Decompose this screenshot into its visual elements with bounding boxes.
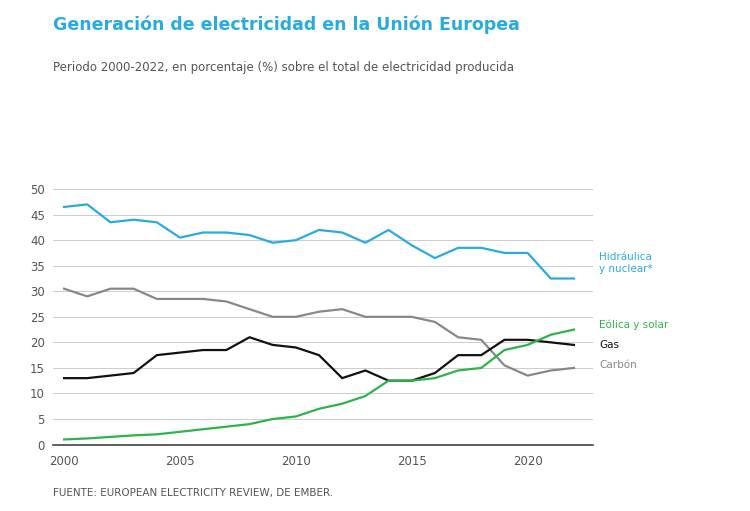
Text: Eólica y solar: Eólica y solar [599,319,669,330]
Text: Generación de electricidad en la Unión Europea: Generación de electricidad en la Unión E… [53,15,519,34]
Text: Gas: Gas [599,340,619,350]
Text: Carbón: Carbón [599,360,638,370]
Text: Periodo 2000-2022, en porcentaje (%) sobre el total de electricidad producida: Periodo 2000-2022, en porcentaje (%) sob… [53,61,514,74]
Text: FUENTE: EUROPEAN ELECTRICITY REVIEW, DE EMBER.: FUENTE: EUROPEAN ELECTRICITY REVIEW, DE … [53,488,333,498]
Text: Hidráulica
y nuclear*: Hidráulica y nuclear* [599,252,653,274]
